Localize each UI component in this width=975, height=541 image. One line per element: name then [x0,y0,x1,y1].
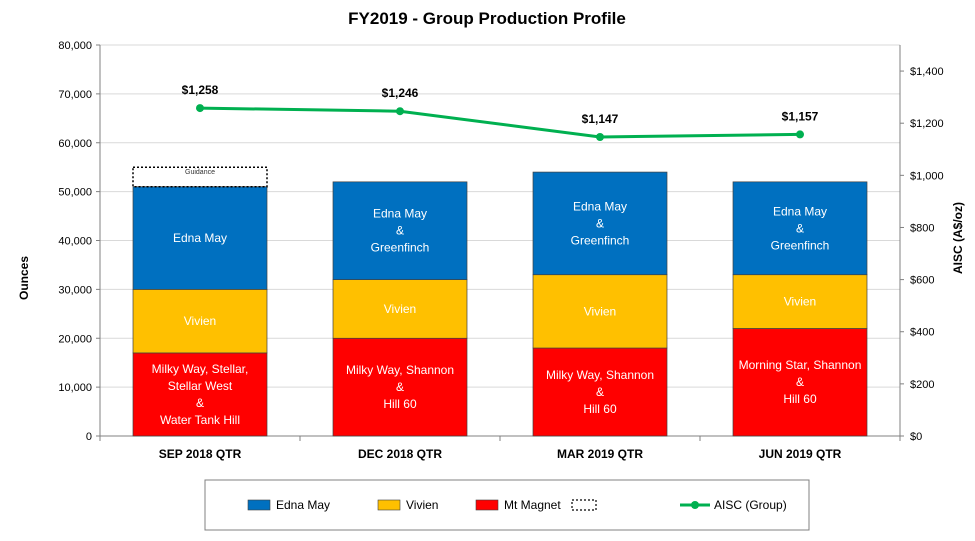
segment-label: Morning Star, Shannon [739,358,862,372]
legend-swatch-vivien [377,499,401,511]
aisc-point [396,107,404,116]
segment-label: Vivien [384,302,416,316]
segment-label: Water Tank Hill [160,413,240,427]
segment-label: & [796,221,804,235]
segment-label: & [396,224,404,238]
aisc-point [596,133,604,142]
segment-label: Hill 60 [583,402,617,416]
guidance-range-label: 50 - 55koz [184,179,217,186]
left-tick-label: 30,000 [58,284,92,296]
left-axis-ticks: 0 10,000 20,000 30,000 40,000 50,000 60,000 70,… [58,40,100,443]
bar-segment [732,328,868,437]
segment-label: & [796,375,804,389]
legend-swatch-aisc-marker [691,501,699,509]
aisc-point [796,130,804,139]
bar-segment [532,171,668,276]
left-tick-label: 70,000 [58,89,92,101]
segment-label: Greenfinch [371,241,430,255]
segment-label: Vivien [184,314,216,328]
guidance-rect [132,166,268,188]
left-tick-label: 60,000 [58,138,92,150]
bar-segment [532,274,668,349]
segment-label: & [596,216,604,230]
right-tick-label: $800 [910,222,934,234]
right-tick-label: $0 [910,431,922,443]
segment-label: Vivien [784,295,816,309]
legend-label-edna-may: Edna May [276,498,330,512]
aisc-data-label: $1,258 [182,83,219,97]
bar-segment [132,289,268,354]
aisc-data-label: $1,246 [382,86,419,100]
y2-axis-label: AISC (A$/oz) [951,202,965,274]
segment-label: Vivien [584,304,616,318]
category-labels: SEP 2018 QTR DEC 2018 QTR MAR 2019 QTR JUN … [159,447,842,461]
aisc-data-label: $1,147 [582,112,619,126]
y-axis-label: Ounces [17,256,31,300]
bar-segment [332,337,468,437]
aisc-line: $1,258 $1,246 $1,147 $1,157 [182,83,819,142]
segment-label: & [596,385,604,399]
guidance-label: Guidance [185,169,215,176]
right-tick-label: $1,000 [910,170,944,182]
left-tick-label: 0 [86,431,92,443]
segment-label: Edna May [773,204,827,218]
legend-swatch-guidance [571,499,597,511]
right-tick-label: $1,200 [910,118,944,130]
segment-label: Stellar West [168,379,233,393]
left-tick-label: 40,000 [58,236,92,248]
segment-label: Milky Way, Stellar, [152,362,249,376]
bar-segment [332,181,468,280]
category-label: SEP 2018 QTR [159,447,242,461]
segment-label: Edna May [573,199,627,213]
left-tick-label: 10,000 [58,382,92,394]
right-tick-label: $400 [910,327,934,339]
bars: Milky Way, Stellar, Stellar West & Water Ta… [132,171,868,437]
category-label: DEC 2018 QTR [358,447,442,461]
left-tick-label: 20,000 [58,333,92,345]
segment-label: & [196,396,204,410]
guidance-box: Guidance 50 - 55koz [132,166,268,188]
segment-label: Greenfinch [771,238,830,252]
category-label: JUN 2019 QTR [759,447,842,461]
legend-label-aisc: AISC (Group) [714,498,787,512]
segment-label: Hill 60 [783,392,817,406]
right-tick-label: $1,400 [910,66,944,78]
segment-label: Milky Way, Shannon [346,363,454,377]
bar-segment [132,186,268,290]
segment-label: Edna May [373,207,427,221]
aisc-data-label: $1,157 [782,109,819,123]
legend-swatch-mt-magnet [475,499,499,511]
segment-label: Hill 60 [383,397,417,411]
right-tick-label: $200 [910,379,934,391]
segment-label: Greenfinch [571,233,630,247]
bar-segment [732,181,868,276]
aisc-point [196,104,204,113]
segment-label: & [396,380,404,394]
right-tick-label: $600 [910,275,934,287]
segment-label: Edna May [173,231,227,245]
left-tick-label: 50,000 [58,187,92,199]
legend-label-mt-magnet: Mt Magnet [504,498,561,512]
aisc-series-line [199,106,801,139]
legend-swatch-edna-may [247,499,271,511]
bar-segment [732,274,868,329]
chart-title: FY2019 - Group Production Profile [348,9,626,28]
legend: Edna May Vivien Mt Magnet AISC (Group) [204,479,810,531]
right-axis-ticks: $0 $200 $400 $600 $800 $1,000 $1,200 $1,400 [900,66,944,443]
legend-label-vivien: Vivien [406,498,438,512]
bar-segment [532,347,668,437]
bar-segment [332,279,468,339]
category-label: MAR 2019 QTR [557,447,643,461]
segment-label: Milky Way, Shannon [546,368,654,382]
left-tick-label: 80,000 [58,40,92,52]
